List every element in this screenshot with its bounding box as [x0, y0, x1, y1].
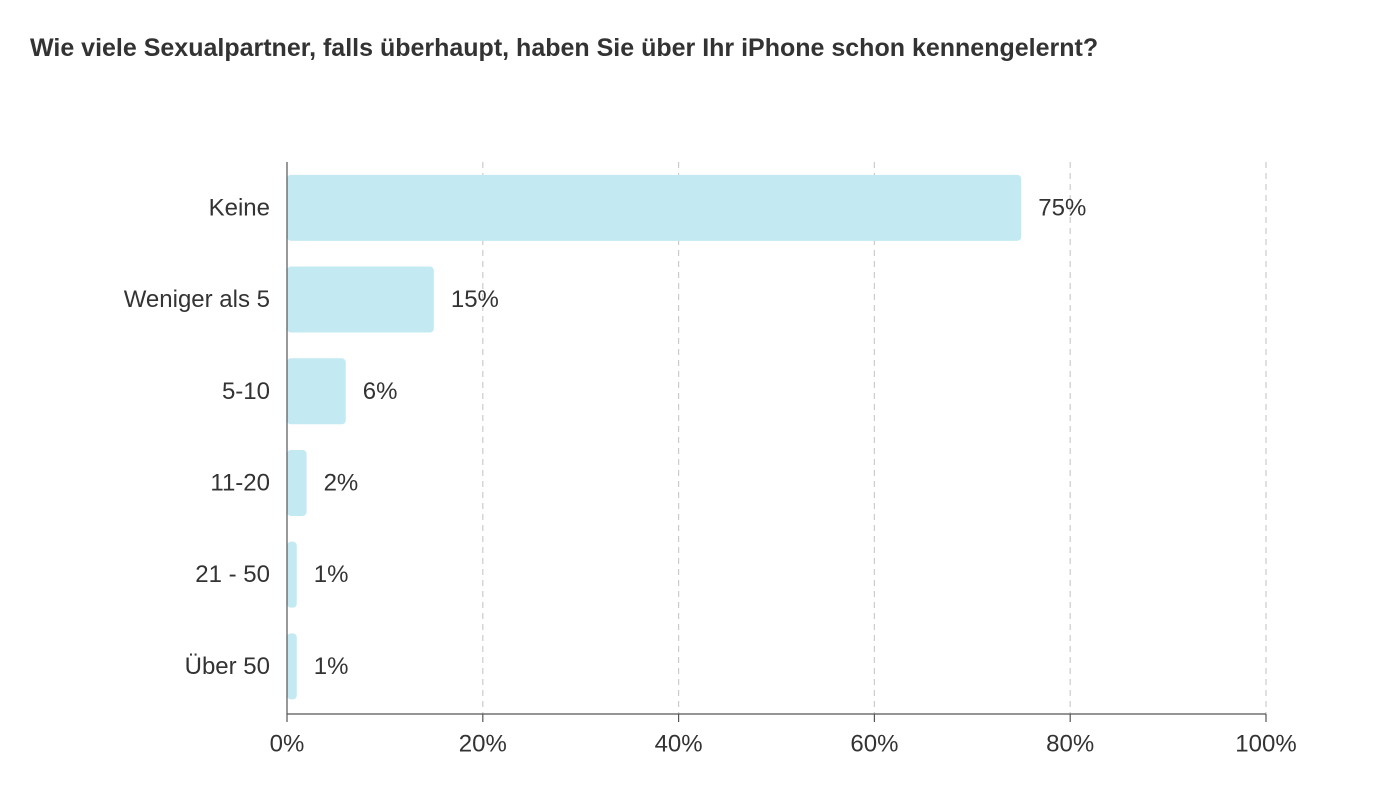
- category-label: 21 - 50: [195, 561, 270, 588]
- x-tick-label: 80%: [1046, 731, 1094, 758]
- bar: [287, 358, 346, 425]
- x-tick-label: 40%: [655, 731, 703, 758]
- data-label: 1%: [314, 561, 349, 588]
- bar: [287, 541, 297, 608]
- data-label: 2%: [324, 469, 359, 496]
- category-label: 11-20: [210, 469, 270, 496]
- x-tick-label: 60%: [850, 731, 898, 758]
- data-label: 15%: [451, 286, 499, 313]
- category-label: Keine: [209, 194, 270, 221]
- x-tick-label: 20%: [459, 731, 507, 758]
- x-tick-label: 100%: [1235, 731, 1296, 758]
- category-label: Weniger als 5: [124, 286, 270, 313]
- category-label: Über 50: [185, 653, 270, 680]
- category-label: 5-10: [222, 378, 270, 405]
- data-label: 75%: [1038, 194, 1086, 221]
- axes: [286, 162, 1267, 722]
- bars: [287, 174, 1022, 700]
- chart-title: Wie viele Sexualpartner, falls überhaupt…: [30, 34, 1099, 62]
- bar: [287, 633, 297, 700]
- data-label: 6%: [363, 378, 398, 405]
- labels: Keine 75% Weniger als 5 15% 5-10 6% 11-20 2% 21 …: [124, 194, 1297, 757]
- bar: [287, 266, 434, 333]
- x-tick-label: 0%: [270, 731, 305, 758]
- data-label: 1%: [314, 653, 349, 680]
- bar: [287, 174, 1022, 241]
- grid-lines: [482, 162, 1267, 714]
- bar: [287, 449, 307, 516]
